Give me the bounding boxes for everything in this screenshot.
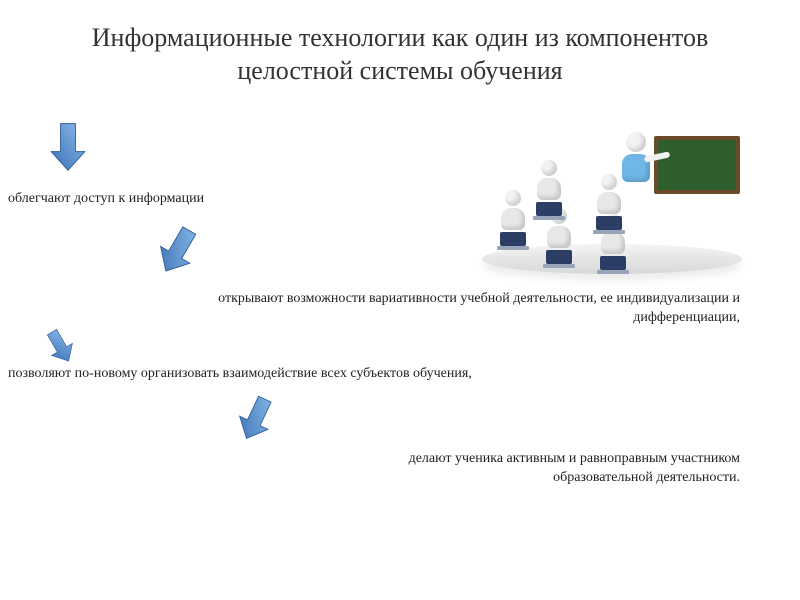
arrow-4 (221, 383, 290, 452)
bullet-4-line2: образовательной деятельности. (553, 470, 740, 485)
classroom-illustration (480, 130, 750, 280)
student-figure (596, 174, 622, 230)
bullet-2: открывают возможности вариативности учеб… (180, 290, 740, 328)
bullet-4: делают ученика активным и равноправным у… (270, 450, 740, 488)
bullet-1: облегчают доступ к информации (8, 190, 308, 209)
arrow-2 (140, 212, 216, 288)
arrow-1 (40, 118, 96, 174)
chalkboard-icon (654, 136, 740, 194)
bullet-3: позволяют по-новому организовать взаимод… (8, 365, 708, 384)
student-figure (536, 160, 562, 216)
bullet-4-line1: делают ученика активным и равноправным у… (409, 451, 740, 466)
student-figure (500, 190, 526, 246)
slide-title: Информационные технологии как один из ко… (0, 0, 800, 87)
teacher-figure (622, 132, 650, 182)
